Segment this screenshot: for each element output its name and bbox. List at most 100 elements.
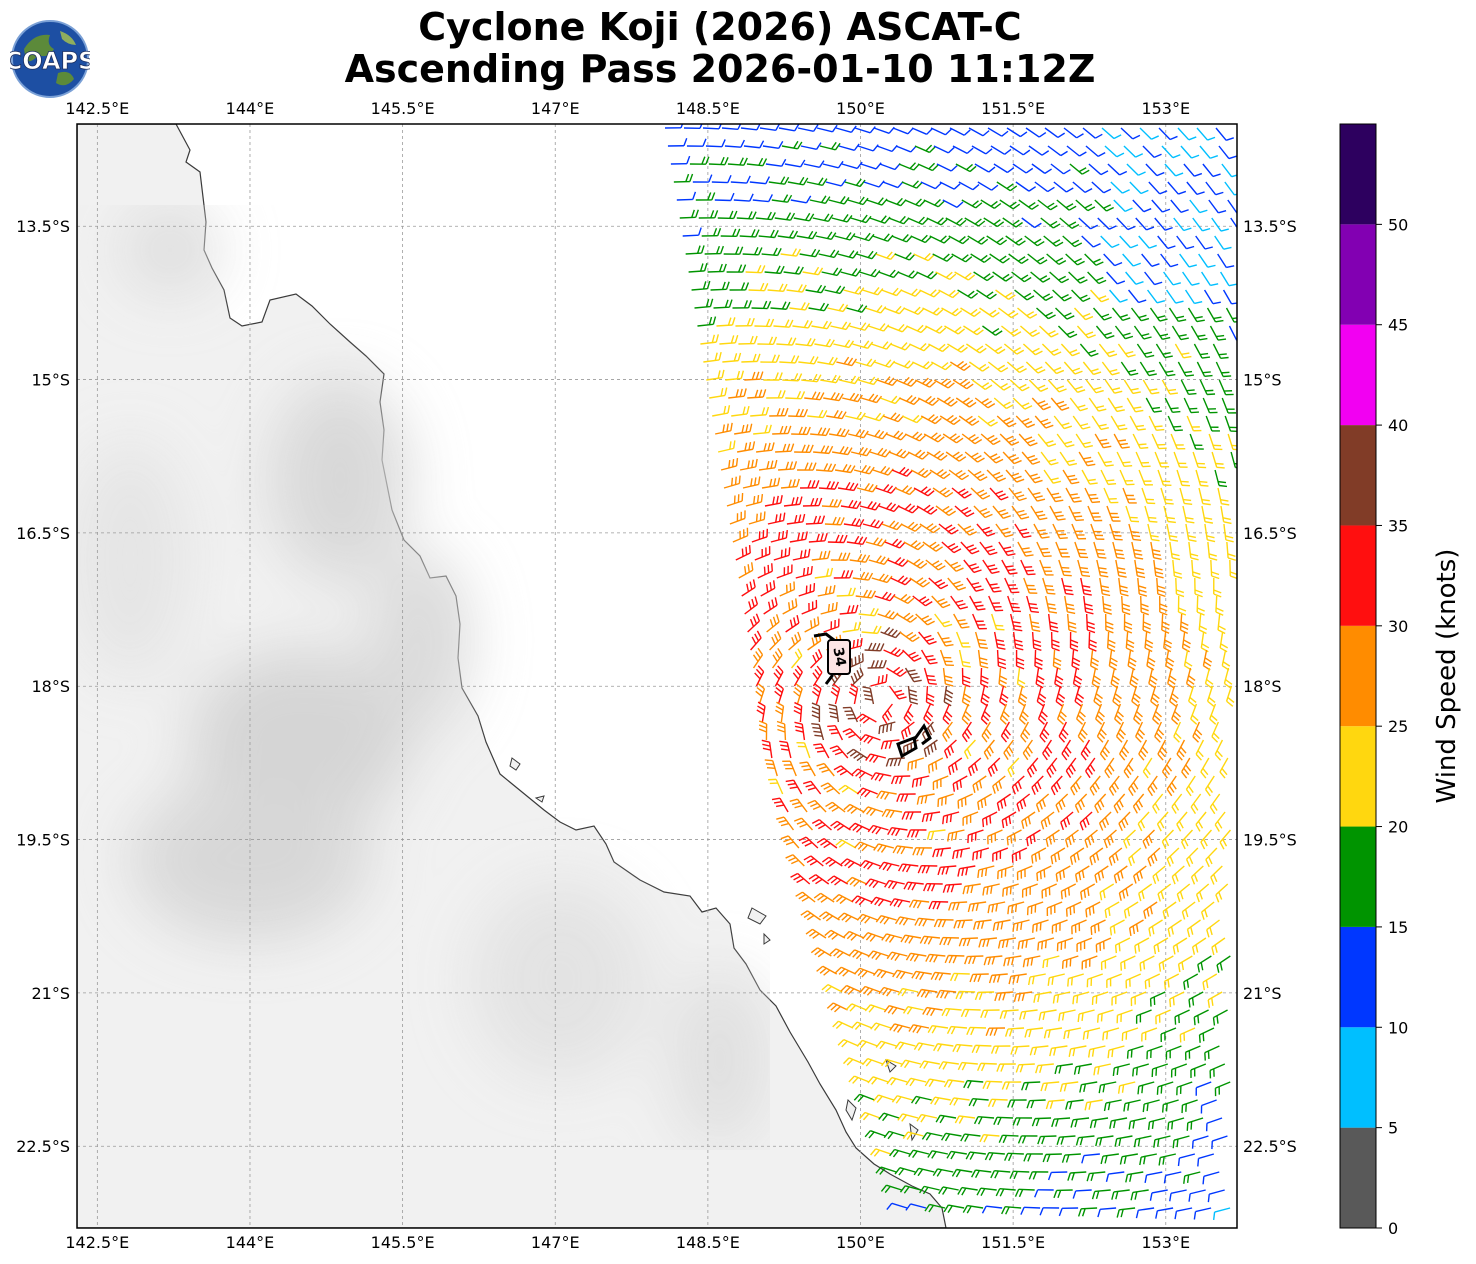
wind-barb [1065,757,1077,778]
wind-barb [1011,505,1030,520]
wind-barb [1009,379,1030,392]
wind-barb [709,387,728,399]
colorbar-tick-label: 20 [1388,818,1408,837]
wind-barb [1107,397,1125,413]
wind-barb [1198,1027,1215,1043]
wind-barb [1039,1207,1060,1216]
wind-barb [900,288,922,297]
wind-barb [763,597,778,615]
wind-barb [1024,1027,1044,1038]
wind-barb [1100,1153,1119,1165]
wind-barb [813,892,835,903]
wind-barb [776,564,793,579]
wind-barb [842,706,859,723]
wind-barb [729,282,750,291]
wind-barb [783,266,804,275]
wind-barb [1217,253,1235,269]
wind-barb [867,824,889,835]
island [534,795,545,803]
land-terrain [77,124,947,1228]
wind-barb [1133,703,1143,725]
wind-barb [1202,397,1218,414]
wind-barb [1102,595,1112,615]
wind-barb [840,268,862,277]
wind-barb [1001,325,1022,337]
wind-barb [1174,1009,1190,1025]
wind-barb [816,965,838,976]
wind-barb [832,446,853,456]
wind-barb [1218,145,1237,160]
wind-barb [899,631,920,643]
wind-barb [1018,703,1029,725]
wind-barb [1049,271,1069,284]
wind-barb [1103,253,1123,267]
wind-barb [1085,379,1104,394]
wind-barb [1044,361,1065,375]
wind-barb [991,613,1005,631]
wind-barb [1151,1063,1169,1078]
wind-barb [888,685,907,700]
wind-barb [1166,775,1177,797]
wind-barb [990,1170,1011,1179]
wind-barb [1061,739,1072,761]
wind-barb [1155,1207,1174,1219]
wind-barb [785,854,805,867]
wind-barb [952,847,971,860]
colorbar-bin [1340,525,1376,626]
wind-barb [1126,1045,1144,1059]
wind-barb [958,181,980,191]
wind-barb [920,181,942,190]
wind-barb [1139,955,1155,972]
wind-barb [846,535,868,545]
wind-barb [838,784,860,795]
wind-barb [1094,865,1109,883]
wind-barb [855,589,876,599]
wind-barb [750,630,762,651]
wind-barb [1035,793,1050,813]
wind-barb [1037,937,1055,951]
wind-barb [799,248,821,258]
wind-barb [933,1043,954,1052]
wind-barb [1011,271,1032,283]
wind-barb [1028,145,1050,156]
wind-barb [906,829,927,838]
wind-barb [1034,181,1055,193]
wind-barb [987,757,1001,777]
wind-barb [894,916,916,926]
wind-barb [1003,739,1014,760]
wind-barb [1084,253,1104,266]
wind-barb [988,973,1008,984]
wind-barb [778,124,800,132]
wind-barb [937,631,954,647]
wind-barb [942,811,960,825]
wind-barb [795,565,813,579]
colorbar-tick-label: 40 [1388,416,1408,435]
wind-barb [976,1062,997,1072]
wind-barb [1132,433,1149,450]
wind-barb [776,816,795,831]
wind-barb [1041,343,1062,356]
island [909,1122,919,1142]
wind-barb [908,1149,930,1159]
wind-barb [856,1039,878,1049]
wind-barb [746,157,768,167]
wind-barb [1156,577,1166,598]
wind-barb [1135,451,1151,468]
wind-barb [875,1166,897,1175]
wind-barb [1183,163,1203,177]
wind-barb [1104,379,1123,394]
wind-barb [992,775,1006,794]
wind-barb [921,1132,943,1141]
wind-barb [806,177,828,187]
wind-barb [1009,145,1031,156]
wind-barb [1030,271,1051,283]
wind-barb [1006,829,1022,846]
wind-barb [1193,343,1211,359]
wind-barb [1055,685,1066,707]
wind-barb [1134,559,1146,579]
wind-barb [1016,865,1033,881]
lat-tick-label-right: 21°S [1243,984,1282,1003]
wind-barb [814,567,834,579]
wind-barb [1129,181,1149,195]
wind-barb [766,390,786,399]
